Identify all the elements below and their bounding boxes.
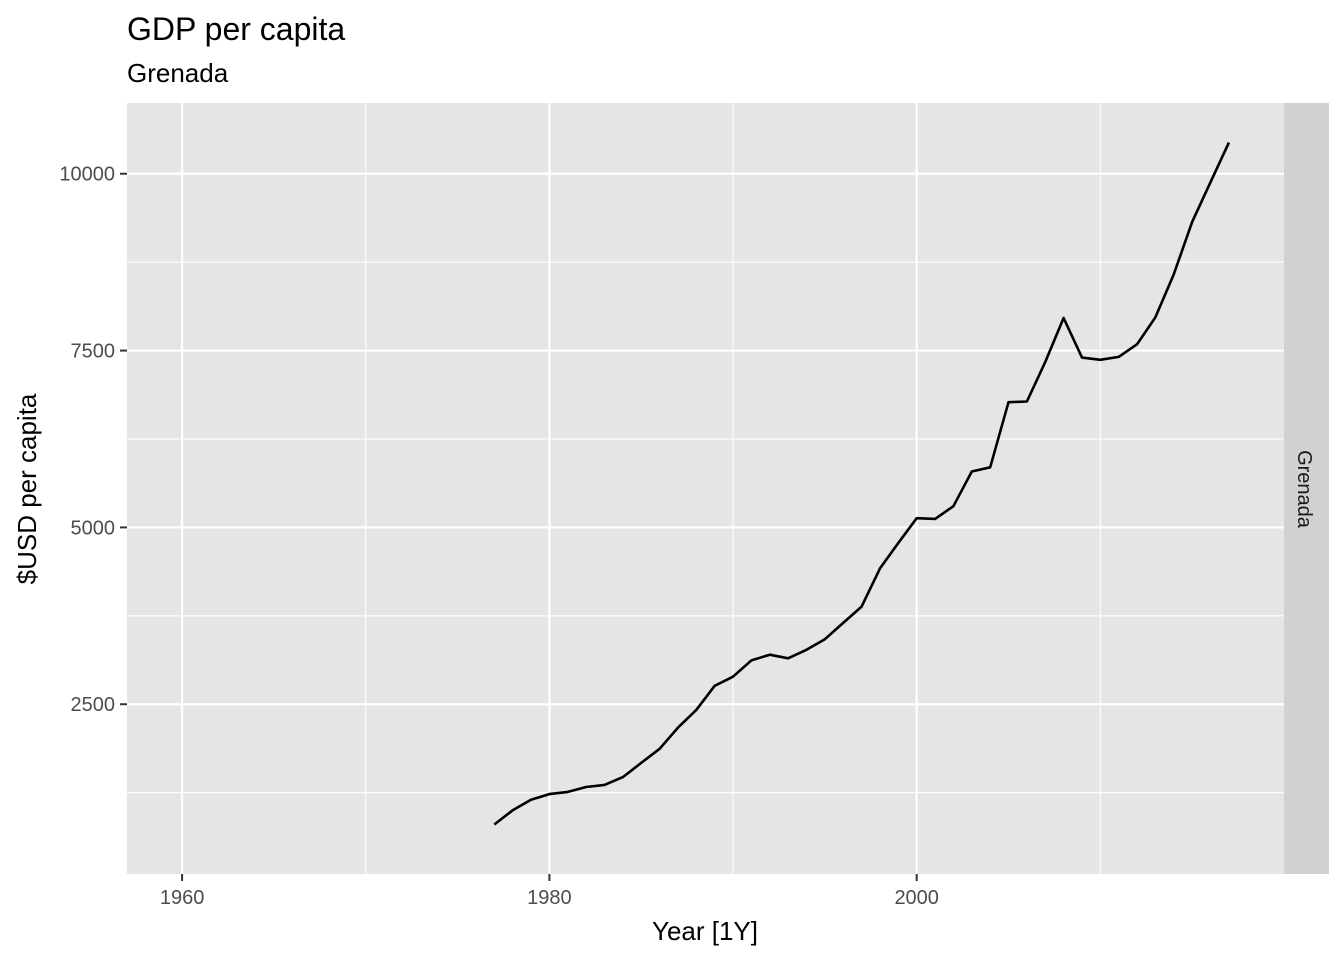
plot-panel bbox=[127, 103, 1284, 874]
y-tick-label-3: 10000 bbox=[59, 164, 115, 186]
x-tick-label-0: 1960 bbox=[160, 887, 205, 909]
facet-strip-label: Grenada bbox=[1293, 450, 1315, 529]
x-axis: 1960 1980 2000 bbox=[160, 874, 939, 909]
x-tick-label-1: 1980 bbox=[527, 887, 572, 909]
x-tick-label-2: 2000 bbox=[894, 887, 939, 909]
chart-title: GDP per capita bbox=[127, 11, 345, 47]
chart-subtitle: Grenada bbox=[127, 58, 229, 88]
major-gridlines bbox=[127, 103, 1284, 874]
y-tick-label-1: 5000 bbox=[71, 517, 116, 539]
minor-gridlines bbox=[127, 103, 1284, 874]
x-axis-title: Year [1Y] bbox=[652, 916, 758, 946]
series-layer bbox=[493, 142, 1231, 826]
y-axis: 2500 5000 7500 10000 bbox=[59, 164, 127, 716]
facet-strip bbox=[1284, 103, 1329, 874]
y-axis-title: $USD per capita bbox=[12, 393, 42, 584]
series-line-0 bbox=[493, 142, 1231, 826]
y-tick-label-0: 2500 bbox=[71, 694, 116, 716]
y-tick-label-2: 7500 bbox=[71, 341, 116, 363]
